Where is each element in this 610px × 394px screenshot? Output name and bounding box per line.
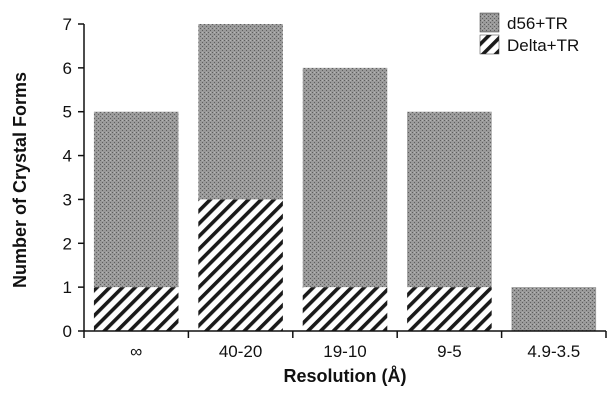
bar-segment-d56-tr bbox=[302, 67, 388, 288]
y-tick-label: 0 bbox=[63, 322, 72, 341]
y-tick-label: 5 bbox=[63, 103, 72, 122]
y-tick-label: 4 bbox=[63, 147, 72, 166]
bar-segment-delta-tr bbox=[198, 199, 283, 331]
x-axis-title: Resolution (Å) bbox=[284, 366, 407, 386]
legend-label-d56-tr: d56+TR bbox=[507, 14, 568, 33]
bar-segment-delta-tr bbox=[93, 287, 179, 331]
legend-swatch-delta-tr bbox=[479, 34, 500, 55]
bars bbox=[93, 24, 597, 331]
legend-label-delta-tr: Delta+TR bbox=[507, 36, 579, 55]
bar-segment-d56-tr bbox=[511, 287, 597, 331]
y-tick-label: 6 bbox=[63, 59, 72, 78]
x-axis-ticks: ∞ 40-20 19-10 9-5 4.9-3.5 bbox=[83, 331, 607, 361]
y-tick-label: 3 bbox=[63, 190, 72, 209]
x-tick-label: 40-20 bbox=[219, 342, 262, 361]
bar-segment-d56-tr bbox=[407, 111, 492, 288]
bar-segment-d56-tr bbox=[93, 111, 179, 288]
y-axis-title: Number of Crystal Forms bbox=[10, 72, 30, 288]
bar-segment-delta-tr bbox=[302, 287, 388, 331]
x-tick-label: 9-5 bbox=[437, 342, 462, 361]
bar-segment-delta-tr bbox=[407, 287, 492, 331]
y-tick-label: 2 bbox=[63, 234, 72, 253]
legend: d56+TR Delta+TR bbox=[479, 12, 579, 55]
x-tick-label: 4.9-3.5 bbox=[527, 342, 580, 361]
y-axis-ticks: 0 1 2 3 4 5 6 7 bbox=[63, 15, 84, 341]
y-tick-label: 7 bbox=[63, 15, 72, 34]
x-tick-label: ∞ bbox=[130, 342, 142, 361]
x-tick-label: 19-10 bbox=[323, 342, 366, 361]
legend-swatch-d56-tr bbox=[479, 12, 500, 33]
y-tick-label: 1 bbox=[63, 278, 72, 297]
bar-segment-d56-tr bbox=[198, 24, 283, 200]
